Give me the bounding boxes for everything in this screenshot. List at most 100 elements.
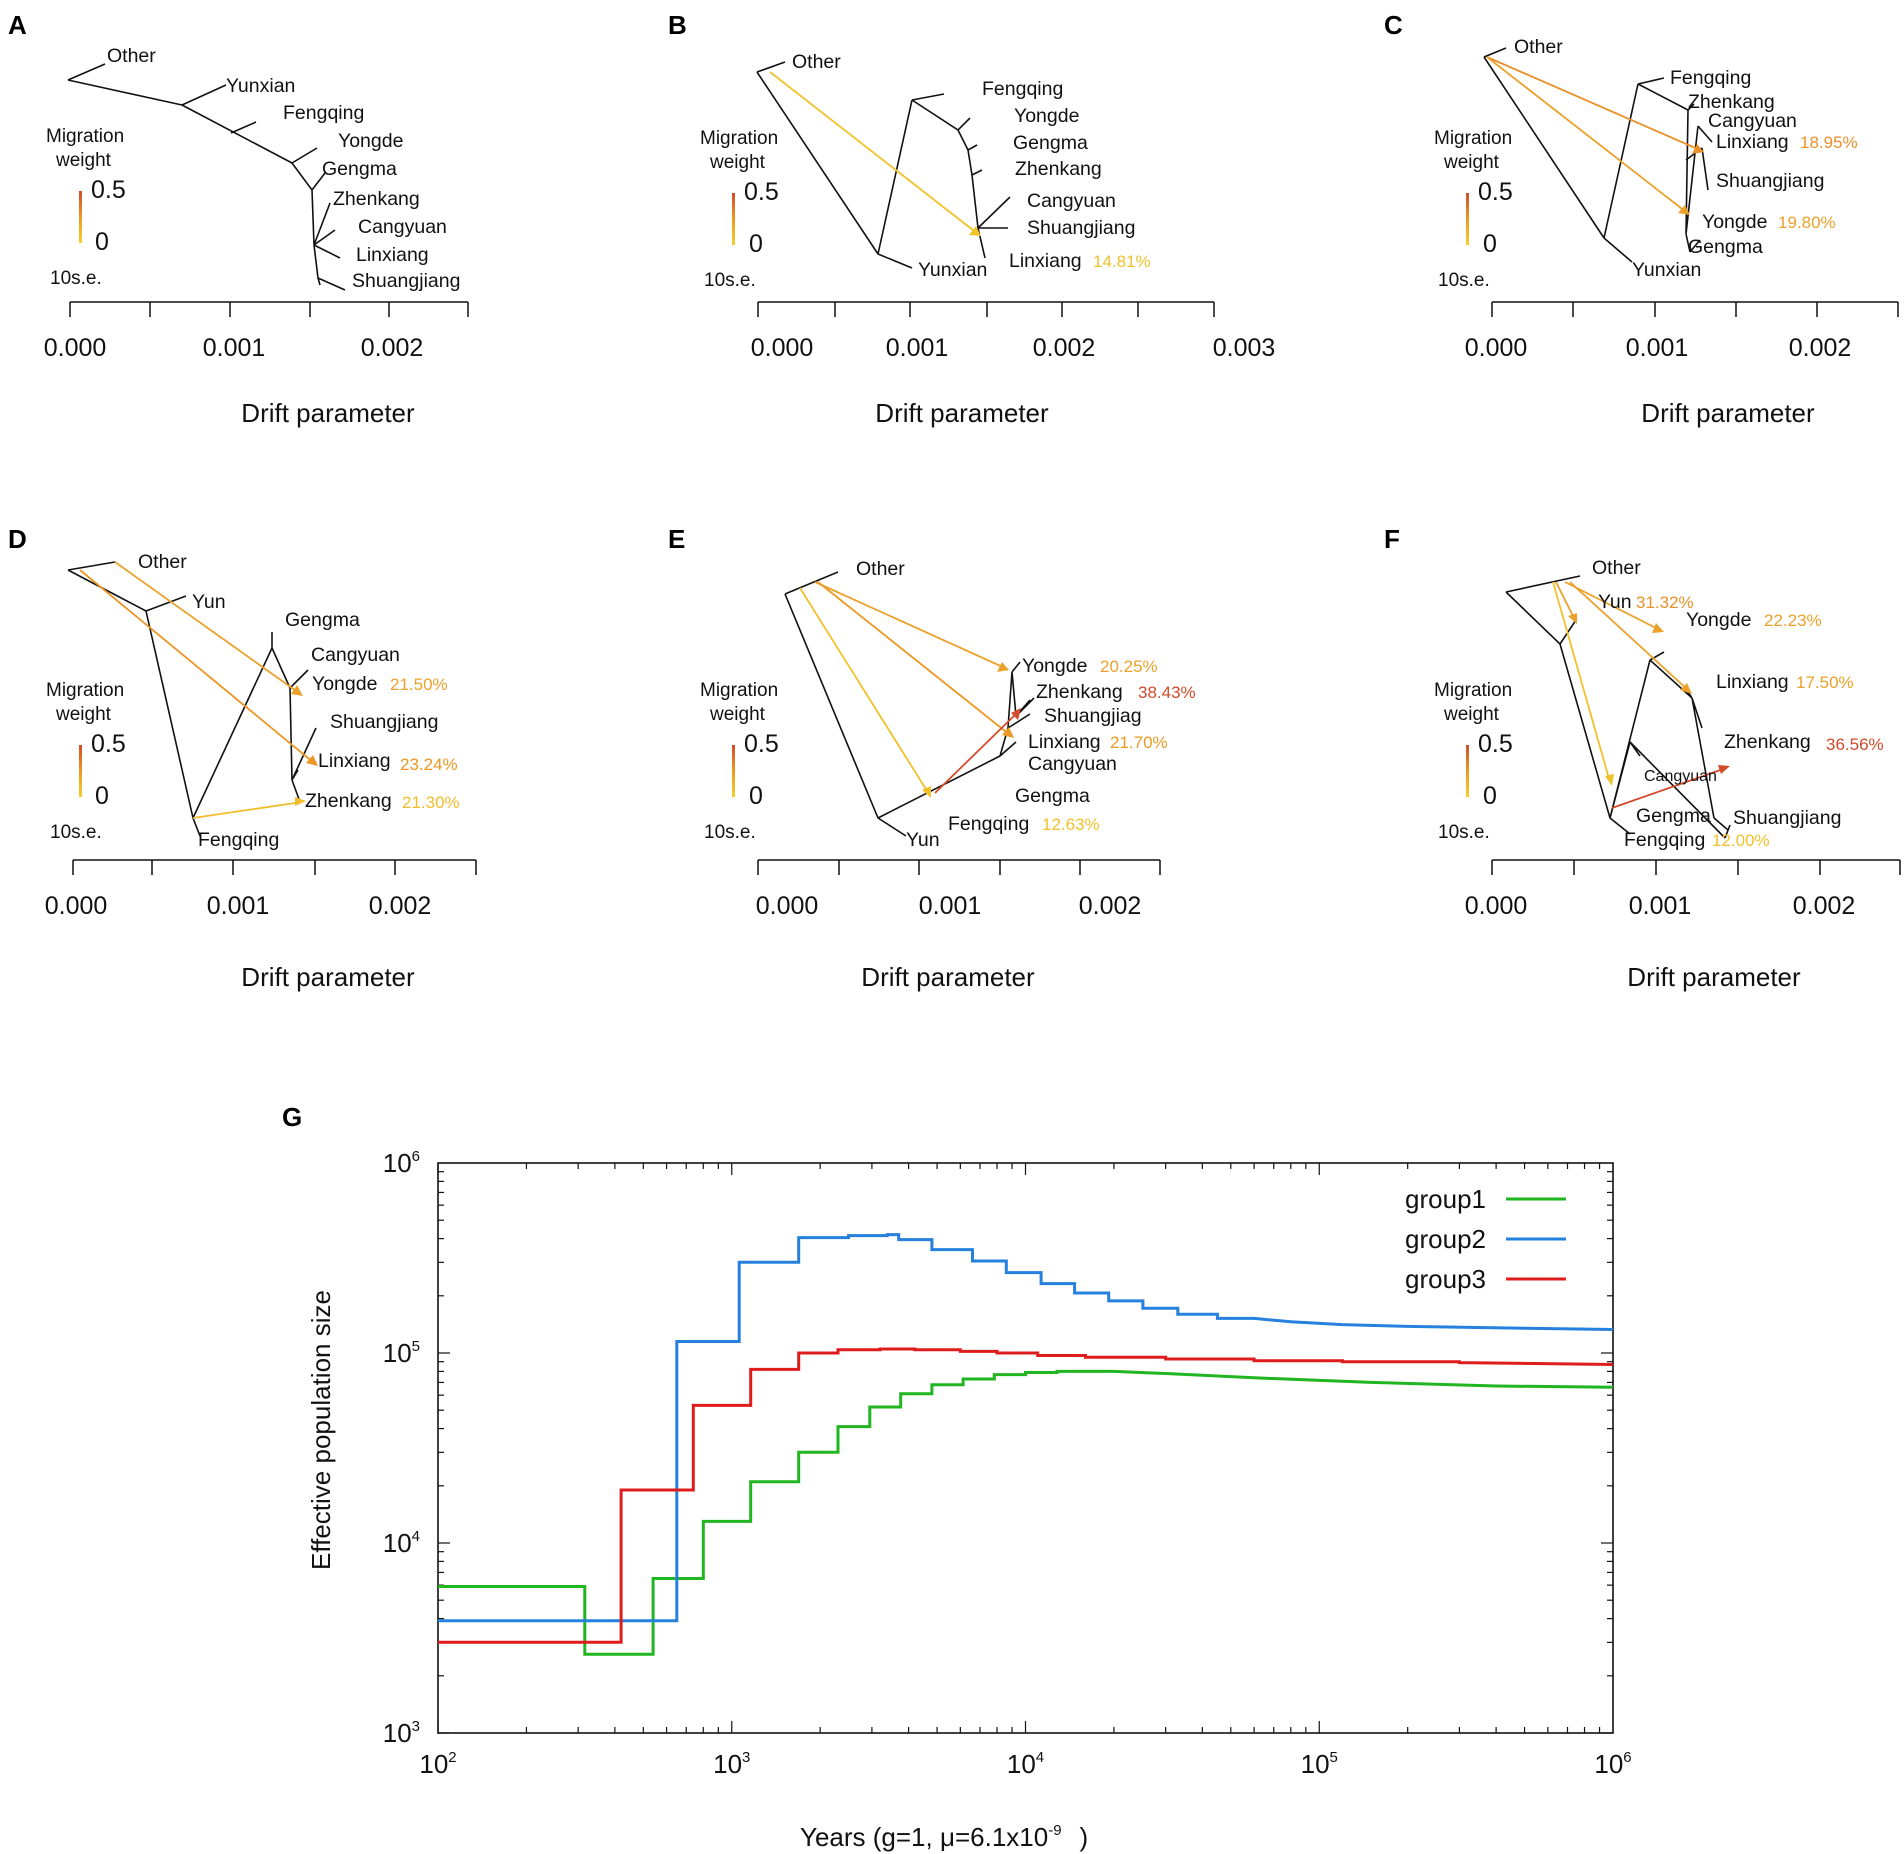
migration-arrows [79,561,318,819]
node-label: Fengqing [948,813,1029,835]
migration-edge [79,569,315,764]
panel-b-tree: B Other Fengqing Yongde Gengma Zhenkang … [668,10,1275,428]
node-label: Zhenkang [333,188,420,210]
tree-edges [784,571,1035,837]
legend-se: 10s.e. [704,270,756,291]
tick-label: 0.002 [1793,892,1856,920]
migration-edge [1611,767,1727,809]
legend-title: Migration [700,680,778,701]
tick-label: 0.001 [207,892,270,920]
legend-title: weight [709,704,766,725]
migration-weight-label: 23.24% [400,755,458,774]
node-label: Yun [192,591,226,613]
migration-edge [799,587,930,795]
node-label: Fengqing [198,829,279,851]
migration-weight-legend: Migration weight 0.5 0 10s.e. [700,680,779,843]
node-label: Linxiang [356,244,429,266]
tick-label: 0.002 [361,334,424,362]
y-tick-label: 103 [383,1718,420,1748]
migration-edge [1555,581,1576,621]
node-label: Other [1592,557,1641,579]
y-tick-label: 106 [383,1148,420,1178]
panel-label-c: C [1384,10,1403,40]
node-label: Zhenkang [1688,91,1775,113]
x-axis-title: Drift parameter [241,398,415,428]
migration-weight-legend: Migration weight 0.5 0 10s.e. [1434,680,1513,843]
migration-weight-legend: Migration weight 0.5 0 10s.e. [1434,128,1513,291]
x-tick-label: 104 [1007,1749,1044,1779]
node-labels: Other Yunxian Fengqing Yongde Gengma Zhe… [107,45,460,292]
migration-weight-label: 38.43% [1138,683,1196,702]
node-label: Yun [1598,591,1632,613]
migration-weight-label: 31.32% [1636,593,1694,612]
migration-weight-label: 14.81% [1093,252,1151,271]
legend-max: 0.5 [1478,178,1513,206]
migration-arrowhead [1678,205,1690,215]
node-label: Other [856,558,905,580]
node-label: Linxiang [1028,731,1101,753]
migration-arrowhead [969,226,981,236]
node-label: Yunxian [1632,259,1701,281]
migration-edge [1486,56,1701,151]
node-label: Linxiang [1009,250,1082,272]
legend-gradient [732,193,735,245]
legend: group1 group2 group3 [1405,1184,1566,1294]
migration-arrowhead [291,685,303,696]
y-tick-labels: 103 104 105 106 [383,1148,420,1748]
tick-label: 0.002 [1789,334,1852,362]
node-label: Zhenkang [1036,681,1123,703]
tick-label: 0.002 [1033,334,1096,362]
migration-arrows [769,71,981,236]
migration-arrowhead [1680,683,1692,694]
x-axis-title-main: Years (g=1, μ=6.1x10 [800,1822,1048,1852]
legend-max: 0.5 [1478,730,1513,758]
legend-min: 0 [749,230,763,258]
migration-weight-legend: Migration weight 0.5 0 10s.e. [46,126,126,289]
node-label: Cangyuan [358,216,447,238]
legend-title: weight [55,704,112,725]
legend-gradient [1466,745,1469,797]
x-axis: 0.000 0.001 0.002 Drift parameter [45,859,477,992]
x-tick-label: 105 [1301,1749,1338,1779]
migration-weight-label: 12.00% [1712,831,1770,850]
x-tick-label: 103 [713,1749,750,1779]
migration-arrowhead [295,797,306,806]
node-label: Other [107,45,156,67]
x-axis-title-exponent: -9 [1048,1822,1061,1839]
panel-label-b: B [668,10,687,40]
x-axis: 0.000 0.001 0.002 Drift parameter [44,301,469,428]
node-label: Yongde [1702,211,1767,233]
x-axis-title: Years (g=1, μ=6.1x10-9) [800,1822,1088,1852]
migration-weight-label: 21.30% [402,793,460,812]
legend-gradient [79,745,82,797]
node-label: Yongde [1022,655,1087,677]
legend-title: Migration [1434,680,1512,701]
migration-arrows [1552,581,1730,809]
panel-label-d: D [8,524,27,554]
panel-label-e: E [668,524,685,554]
tick-label: 0.000 [1465,892,1528,920]
legend-gradient [79,191,82,243]
tick-label: 0.001 [886,334,949,362]
node-label: Gengma [1015,785,1090,807]
tick-label: 0.002 [1079,892,1142,920]
migration-arrows [799,581,1021,798]
node-label: Cangyuan [1027,190,1116,212]
node-label: Cangyuan [1028,753,1117,775]
panel-c-tree: C Other Fengqing Zhenkang Cangyuan Linxi… [1384,10,1899,428]
node-label: Linxiang [1716,131,1789,153]
node-label: Yongde [1686,609,1751,631]
legend-max: 0.5 [744,730,779,758]
x-axis: 0.000 0.001 0.002 Drift parameter [1465,859,1901,992]
node-label: Shuangjiang [1716,170,1824,192]
legend-title: weight [709,152,766,173]
x-axis: 0.000 0.001 0.002 0.003 Drift parameter [751,301,1275,428]
x-axis-title: Drift parameter [241,962,415,992]
panel-a-tree: A Other Yunxian Fengqing Yongde Gengma Z… [8,10,469,428]
migration-edge [1569,581,1689,691]
legend-title: Migration [46,680,124,701]
legend-min: 0 [1483,230,1497,258]
node-label: Zhenkang [1015,158,1102,180]
